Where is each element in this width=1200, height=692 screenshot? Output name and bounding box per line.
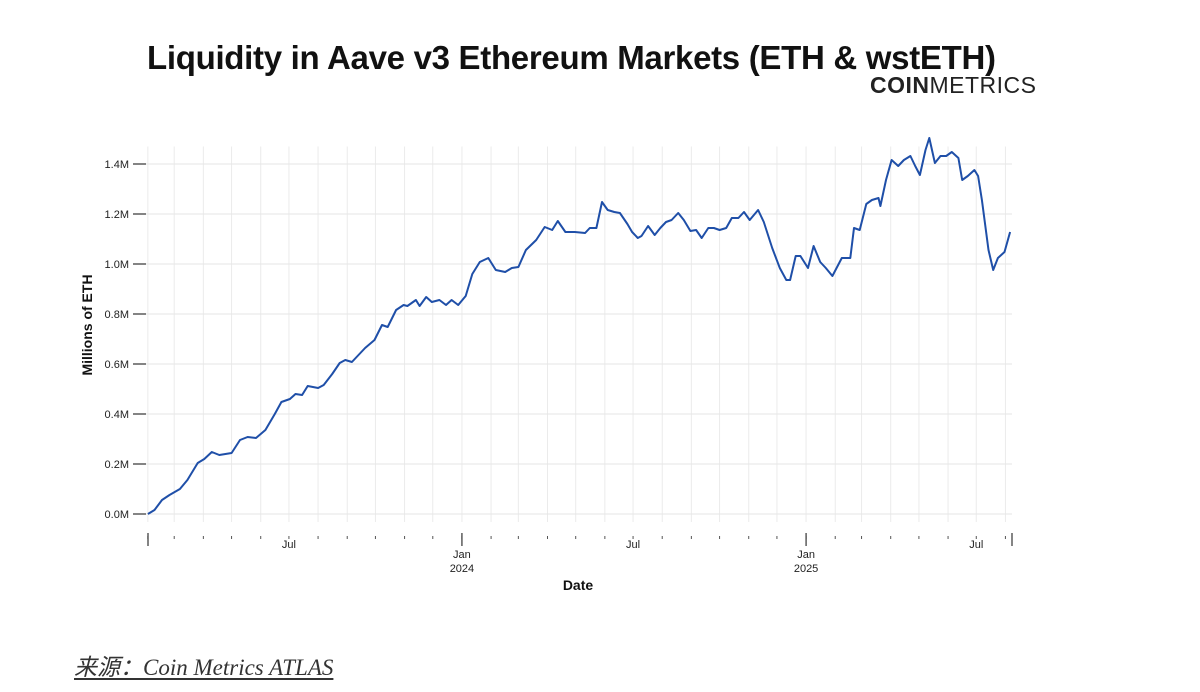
y-tick-label: 1.2M xyxy=(105,209,129,221)
x-tick-sublabel: 2024 xyxy=(450,563,474,575)
coinmetrics-logo: COINMETRICS xyxy=(870,72,1037,98)
y-axis-label: Millions of ETH xyxy=(79,274,95,375)
y-tick-label: 0.4M xyxy=(105,409,129,421)
y-tick-label: 1.4M xyxy=(105,159,129,171)
y-tick-label: 0.0M xyxy=(105,509,129,521)
x-tick-label: Jul xyxy=(969,539,983,551)
y-tick-label: 0.6M xyxy=(105,359,129,371)
x-tick-label: Jan xyxy=(453,549,471,561)
x-tick-sublabel: 2025 xyxy=(794,563,818,575)
chart-title: Liquidity in Aave v3 Ethereum Markets (E… xyxy=(147,39,996,76)
x-tick-label: Jul xyxy=(626,539,640,551)
y-tick-label: 0.2M xyxy=(105,459,129,471)
x-tick-label: Jan xyxy=(797,549,815,561)
y-tick-label: 0.8M xyxy=(105,309,129,321)
series-line xyxy=(147,137,1012,515)
source-note: 来源：Coin Metrics ATLAS xyxy=(74,655,334,680)
y-tick-label: 1.0M xyxy=(105,259,129,271)
x-axis-label: Date xyxy=(563,577,594,593)
x-tick-label: Jul xyxy=(282,539,296,551)
